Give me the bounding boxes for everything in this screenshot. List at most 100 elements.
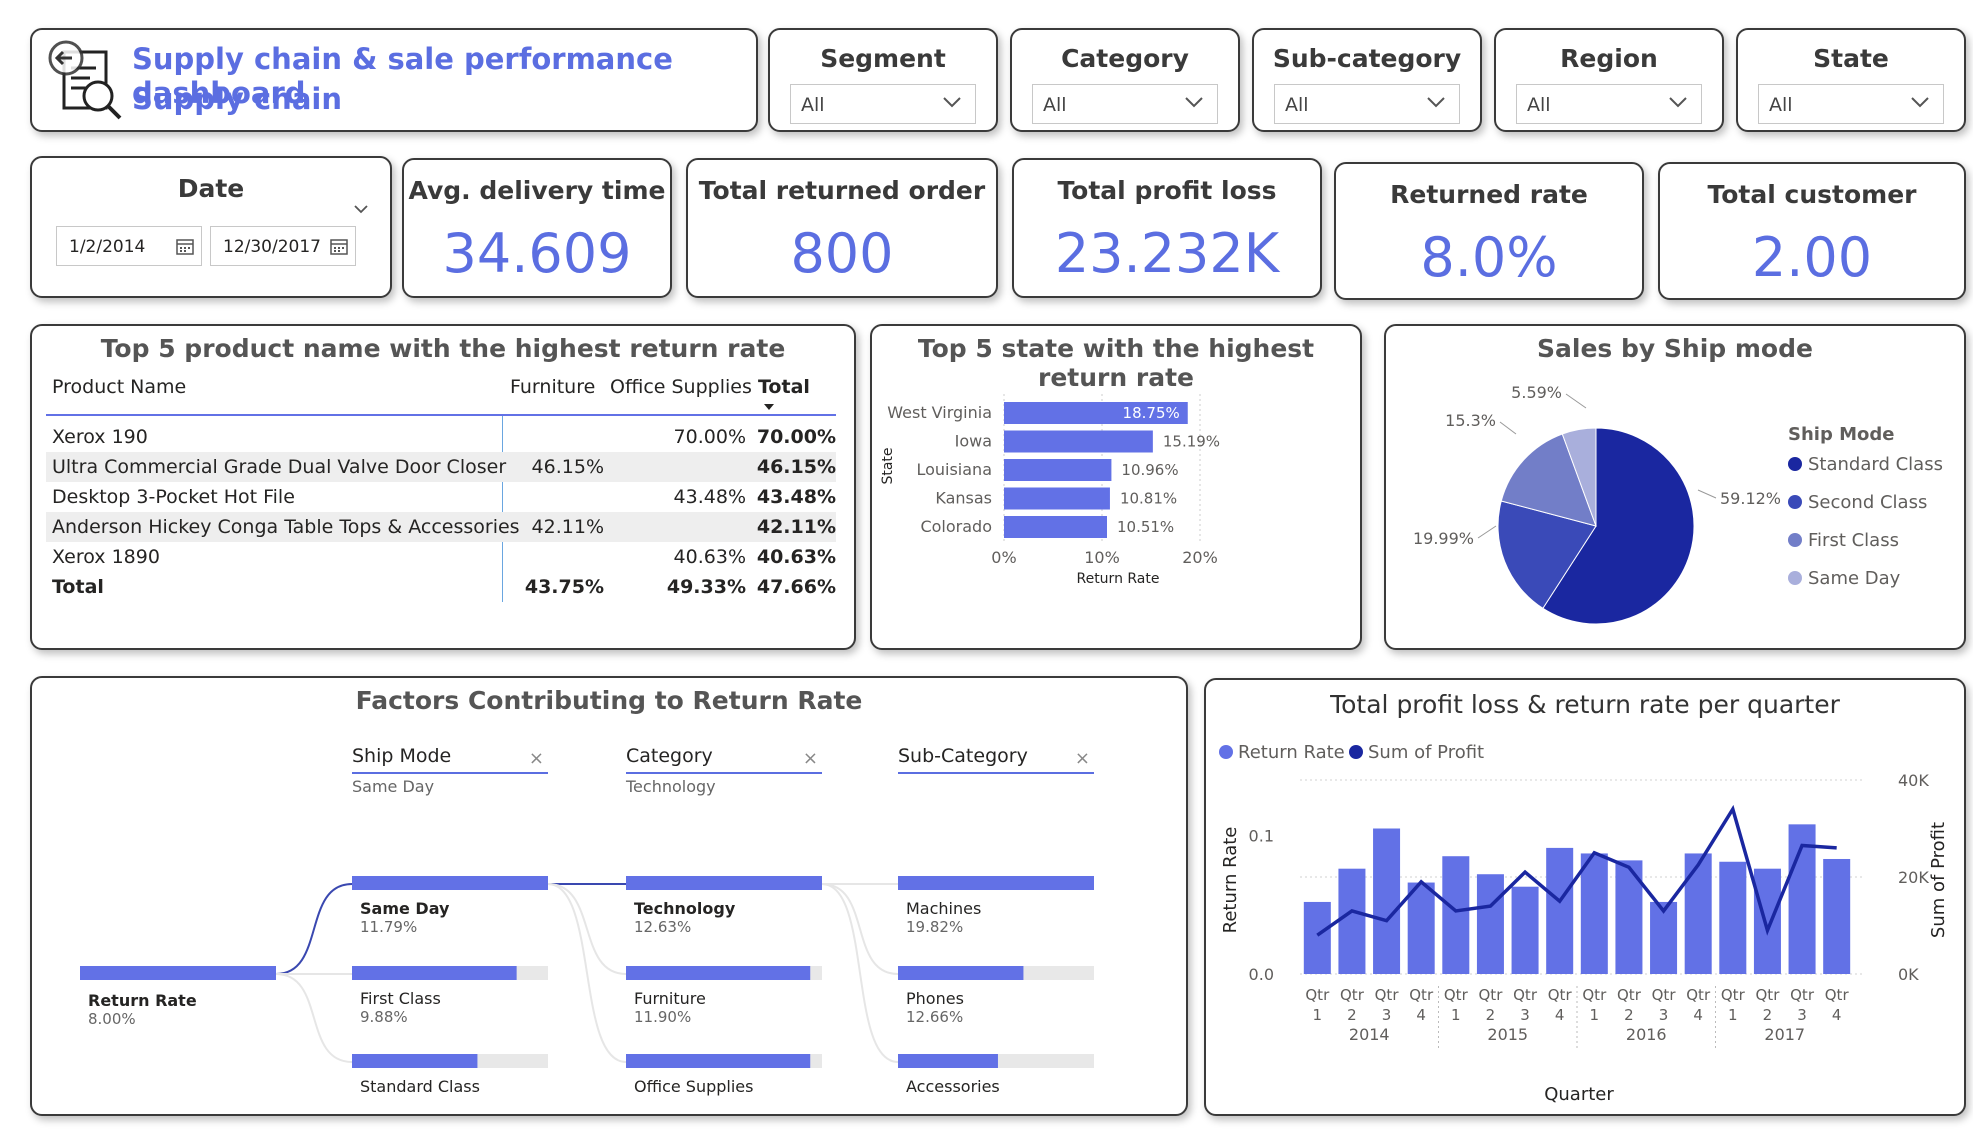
segment-value: All (801, 94, 825, 116)
top-products-table: Top 5 product name with the highest retu… (30, 324, 856, 650)
table-row[interactable]: Xerox 1890 40.63% 40.63% (46, 542, 836, 572)
table-row[interactable]: Anderson Hickey Conga Table Tops & Acces… (46, 512, 836, 542)
node-bar (626, 966, 811, 980)
start-date-input[interactable]: 1/2/2014 (56, 226, 202, 266)
node-label: Office Supplies (634, 1077, 753, 1096)
leader-line (1565, 393, 1587, 409)
kpi-title: Returned rate (1390, 180, 1588, 209)
sort-descending-icon (764, 404, 774, 410)
state-dropdown[interactable]: All (1758, 84, 1944, 124)
x-axis-title: Quarter (1544, 1084, 1614, 1105)
node-bar (352, 1054, 478, 1068)
kpi-title: Total customer (1707, 180, 1917, 209)
leader-line (1477, 525, 1497, 539)
office-value: 40.63% (673, 546, 746, 568)
furniture-total: 43.75% (524, 576, 604, 598)
slicer-state[interactable]: State All (1736, 28, 1966, 132)
slicer-segment[interactable]: Segment All (768, 28, 998, 132)
segment-dropdown[interactable]: All (790, 84, 976, 124)
x-tick-label: Qtr (1721, 986, 1746, 1004)
node-bar (352, 966, 517, 980)
x-tick-label: Qtr (1513, 986, 1538, 1004)
col-header-office-supplies[interactable]: Office Supplies (610, 376, 752, 398)
combo-title: Total profit loss & return rate per quar… (1330, 690, 1840, 719)
node-label: First Class (360, 989, 441, 1008)
year-label: 2015 (1487, 1025, 1528, 1044)
bar (1753, 868, 1781, 974)
slicer-category[interactable]: Category All (1010, 28, 1240, 132)
state-value: All (1769, 94, 1793, 116)
bar (1373, 828, 1401, 974)
close-icon: × (529, 748, 544, 769)
end-date-input[interactable]: 12/30/2017 (210, 226, 356, 266)
table-header: Product Name Furniture Office Supplies T… (32, 376, 858, 410)
pie-slice (1500, 433, 1597, 527)
x-tick-number: 2 (1624, 1006, 1634, 1024)
y-tick-label: 0.0 (1249, 965, 1274, 984)
product-name: Xerox 1890 (52, 546, 160, 568)
kpi-value: 23.232K (1054, 222, 1280, 285)
sub-category-value: All (1285, 94, 1309, 116)
col-header-total[interactable]: Total (758, 376, 810, 398)
end-date-value: 12/30/2017 (223, 237, 321, 257)
bar (1004, 402, 1188, 424)
sub-category-dropdown[interactable]: All (1274, 84, 1460, 124)
x-tick-label: Qtr (1305, 986, 1330, 1004)
total-value: 43.48% (756, 486, 836, 508)
header-underline (46, 414, 836, 416)
date-slicer[interactable]: Date 1/2/2014 12/30/2017 (30, 156, 392, 298)
pie-slice (1561, 427, 1597, 527)
y-axis-title: State (880, 447, 896, 484)
category-dropdown[interactable]: All (1032, 84, 1218, 124)
top-states-svg: 0% 10% 20% West Virginia 18.75% Iowa 15.19% Lou… (880, 394, 1220, 587)
chevron-down-icon (1911, 97, 1929, 108)
x-tick-number: 2 (1486, 1006, 1496, 1024)
legend-entry: Standard Class (1808, 454, 1943, 475)
x-tick-number: 1 (1590, 1006, 1600, 1024)
x-tick-number: 1 (1728, 1006, 1738, 1024)
x-tick-label: 0% (991, 548, 1016, 567)
x-tick-label: 20% (1182, 548, 1218, 567)
close-icon: × (1075, 748, 1090, 769)
calendar-icon[interactable] (175, 236, 195, 256)
table-row[interactable]: Desktop 3-Pocket Hot File 43.48% 43.48% (46, 482, 836, 512)
y2-tick-label: 20K (1898, 868, 1929, 887)
slicer-region[interactable]: Region All (1494, 28, 1724, 132)
slicer-sub-category[interactable]: Sub-category All (1252, 28, 1482, 132)
chevron-down-icon[interactable] (352, 200, 370, 218)
node-bar (898, 1054, 998, 1068)
column-divider (502, 416, 503, 602)
region-dropdown[interactable]: All (1516, 84, 1702, 124)
x-tick-label: Qtr (1582, 986, 1607, 1004)
node-value: 11.90% (634, 1008, 691, 1026)
table-row[interactable]: Xerox 190 70.00% 70.00% (46, 422, 836, 452)
chevron-down-icon (1669, 97, 1687, 108)
bar (1338, 868, 1366, 974)
legend-marker (1788, 533, 1802, 547)
legend-title: Ship Mode (1788, 424, 1894, 445)
product-name: Xerox 190 (52, 426, 148, 448)
col-header-furniture[interactable]: Furniture (510, 376, 596, 398)
x-tick-label: Qtr (1444, 986, 1469, 1004)
total-label: Total (52, 576, 104, 598)
table-row[interactable]: Ultra Commercial Grade Dual Valve Door C… (46, 452, 836, 482)
root-bar (80, 966, 276, 980)
node-value: 12.63% (634, 918, 691, 936)
calendar-icon[interactable] (329, 236, 349, 256)
y2-tick-label: 40K (1898, 771, 1929, 790)
node-label: Phones (906, 989, 964, 1008)
x-tick-label: Qtr (1617, 986, 1642, 1004)
product-name: Desktop 3-Pocket Hot File (52, 486, 295, 508)
y-tick-label: Kansas (935, 489, 992, 508)
kpi-value: 34.609 (442, 222, 632, 285)
legend-entry: Sum of Profit (1368, 742, 1484, 763)
profit-return-combo-chart: Total profit loss & return rate per quar… (1204, 678, 1966, 1116)
ship-mode-pie-chart: Sales by Ship mode 59.12% 19.99% 15.3% 5.59… (1384, 324, 1966, 650)
data-label: 10.51% (1117, 518, 1174, 536)
data-label: 18.75% (1123, 404, 1180, 422)
bar (1546, 847, 1574, 974)
pie-slice (1542, 427, 1695, 625)
col-header-product-name[interactable]: Product Name (52, 376, 187, 398)
node-value: 12.66% (906, 1008, 963, 1026)
header-card: Supply chain & sale performance dashboar… (30, 28, 758, 132)
